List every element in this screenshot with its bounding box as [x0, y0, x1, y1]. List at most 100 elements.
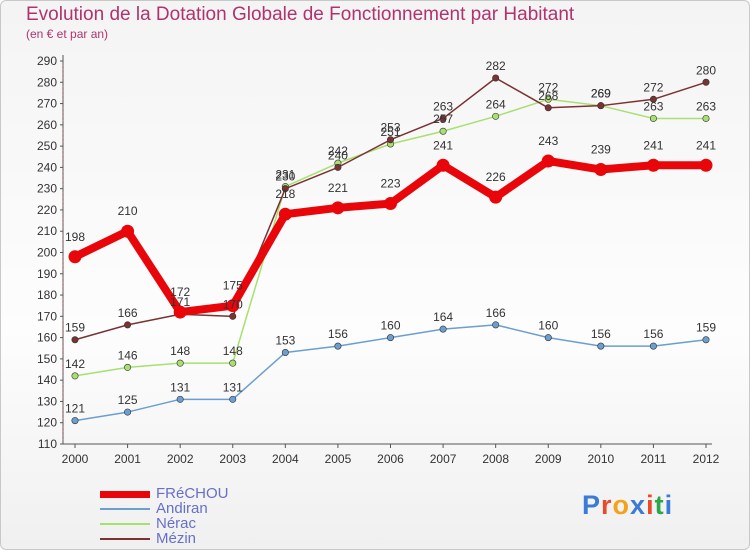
data-point	[646, 158, 660, 172]
data-point	[702, 114, 710, 122]
y-tick-label: 260	[37, 118, 57, 132]
data-label: 269	[591, 87, 611, 101]
data-label: 125	[118, 393, 138, 407]
data-point	[649, 95, 657, 103]
data-label: 148	[170, 344, 190, 358]
legend-label: Nérac	[156, 515, 197, 532]
data-point	[649, 114, 657, 122]
data-point	[384, 197, 397, 211]
logo-letter: t	[654, 490, 665, 520]
data-point	[124, 363, 132, 371]
data-label: 241	[643, 138, 663, 152]
data-label: 242	[328, 144, 348, 158]
data-label: 198	[65, 230, 85, 244]
data-point	[492, 112, 500, 120]
data-point	[439, 114, 447, 122]
data-label: 142	[65, 357, 85, 371]
data-point	[68, 250, 82, 264]
logo-letter: x	[630, 490, 647, 520]
data-label: 269	[591, 87, 611, 101]
data-point	[544, 104, 552, 112]
data-label: 257	[433, 112, 453, 126]
data-point	[597, 102, 605, 110]
data-point	[176, 395, 184, 403]
data-label: 280	[696, 63, 716, 77]
data-label: 221	[328, 181, 348, 195]
x-tick-label: 2000	[62, 452, 89, 466]
y-tick-label: 150	[37, 352, 57, 366]
data-point	[544, 95, 552, 103]
data-point	[541, 154, 555, 168]
x-tick-label: 2011	[641, 452, 667, 466]
x-tick-label: 2006	[377, 452, 404, 466]
logo-letter: r	[601, 490, 613, 520]
logo-letter: P	[582, 490, 602, 520]
y-tick-label: 130	[37, 394, 57, 408]
y-tick-label: 170	[37, 309, 57, 323]
data-point	[594, 163, 608, 177]
y-tick-label: 160	[37, 331, 57, 345]
data-label: 226	[486, 170, 506, 184]
data-point	[649, 342, 657, 350]
data-label: 156	[591, 327, 611, 341]
x-tick-label: 2012	[693, 452, 720, 466]
data-label: 263	[696, 99, 716, 113]
data-label: 156	[328, 327, 348, 341]
data-label: 231	[275, 168, 295, 182]
data-label: 160	[380, 319, 400, 333]
data-label: 131	[170, 380, 190, 394]
data-point	[439, 127, 447, 135]
data-label: 146	[118, 348, 138, 362]
y-tick-label: 140	[37, 373, 57, 387]
data-label: 148	[223, 344, 243, 358]
x-tick-label: 2001	[114, 452, 141, 466]
data-label: 164	[433, 310, 453, 324]
data-point	[489, 190, 503, 204]
data-label: 282	[486, 59, 506, 73]
data-label: 166	[118, 306, 138, 320]
legend-swatch	[100, 523, 150, 525]
data-point	[436, 158, 450, 172]
data-label: 241	[696, 138, 716, 152]
data-point	[229, 359, 237, 367]
y-tick-label: 210	[37, 224, 57, 238]
logo-letter: o	[612, 490, 631, 520]
legend-label: Andiran	[156, 500, 208, 517]
data-point	[121, 224, 135, 238]
data-point	[699, 158, 713, 172]
data-point	[124, 321, 132, 329]
data-point	[278, 207, 292, 221]
data-label: 170	[223, 297, 243, 311]
y-tick-label: 280	[37, 75, 57, 89]
proxiti-logo: Proxiti	[582, 490, 673, 521]
data-point	[229, 395, 237, 403]
data-label: 160	[538, 319, 558, 333]
data-label: 131	[223, 380, 243, 394]
data-point	[702, 78, 710, 86]
data-label: 243	[538, 134, 558, 148]
y-tick-label: 120	[37, 416, 57, 430]
y-tick-label: 220	[37, 203, 57, 217]
x-tick-label: 2009	[535, 452, 562, 466]
chart-title: Evolution de la Dotation Globale de Fonc…	[26, 4, 575, 25]
y-tick-label: 110	[38, 437, 57, 451]
data-point	[386, 334, 394, 342]
x-tick-label: 2005	[325, 452, 352, 466]
logo-letter: i	[664, 490, 674, 520]
legend-swatch	[100, 490, 150, 498]
data-label: 223	[380, 177, 400, 191]
x-tick-label: 2002	[167, 452, 194, 466]
data-point	[386, 136, 394, 144]
data-point	[597, 342, 605, 350]
data-point	[334, 163, 342, 171]
data-label: 230	[275, 170, 295, 184]
chart-subtitle: (en € et par an)	[26, 27, 109, 41]
x-tick-label: 2003	[219, 452, 246, 466]
data-point	[492, 74, 500, 82]
y-tick-label: 180	[37, 288, 57, 302]
y-tick-label: 270	[37, 97, 57, 111]
legend-swatch	[100, 508, 150, 510]
data-label: 263	[433, 99, 453, 113]
data-label: 166	[486, 306, 506, 320]
